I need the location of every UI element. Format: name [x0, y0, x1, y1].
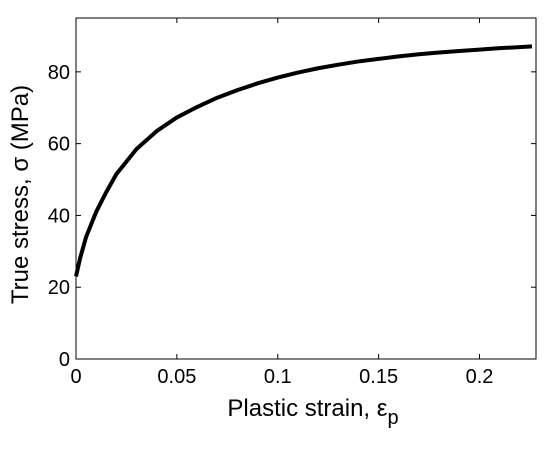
y-axis-ticks: 0 20 40 60 80 [48, 62, 536, 371]
x-tick-label: 0.1 [264, 366, 292, 388]
y-axis-label: True stress, σ (MPa) [7, 85, 34, 304]
y-tick-label: 80 [48, 62, 70, 84]
plot-frame [75, 17, 537, 360]
y-tick-label: 0 [59, 349, 70, 371]
stress-strain-curve [74, 44, 533, 277]
x-axis-label-main: Plastic strain, ε [227, 395, 387, 422]
x-tick-label: 0.15 [359, 366, 398, 388]
x-axis-label-subscript: p [387, 407, 398, 429]
x-tick-label: 0 [70, 366, 81, 388]
x-axis-label: Plastic strain, εp [227, 395, 398, 429]
y-tick-label: 60 [48, 134, 70, 156]
x-tick-label: 0.05 [157, 366, 196, 388]
x-axis-ticks: 0 0.05 0.1 0.15 0.2 [70, 18, 493, 388]
y-tick-label: 20 [48, 277, 70, 299]
y-tick-label: 40 [48, 205, 70, 227]
series-layer [74, 44, 533, 277]
x-tick-label: 0.2 [466, 366, 494, 388]
